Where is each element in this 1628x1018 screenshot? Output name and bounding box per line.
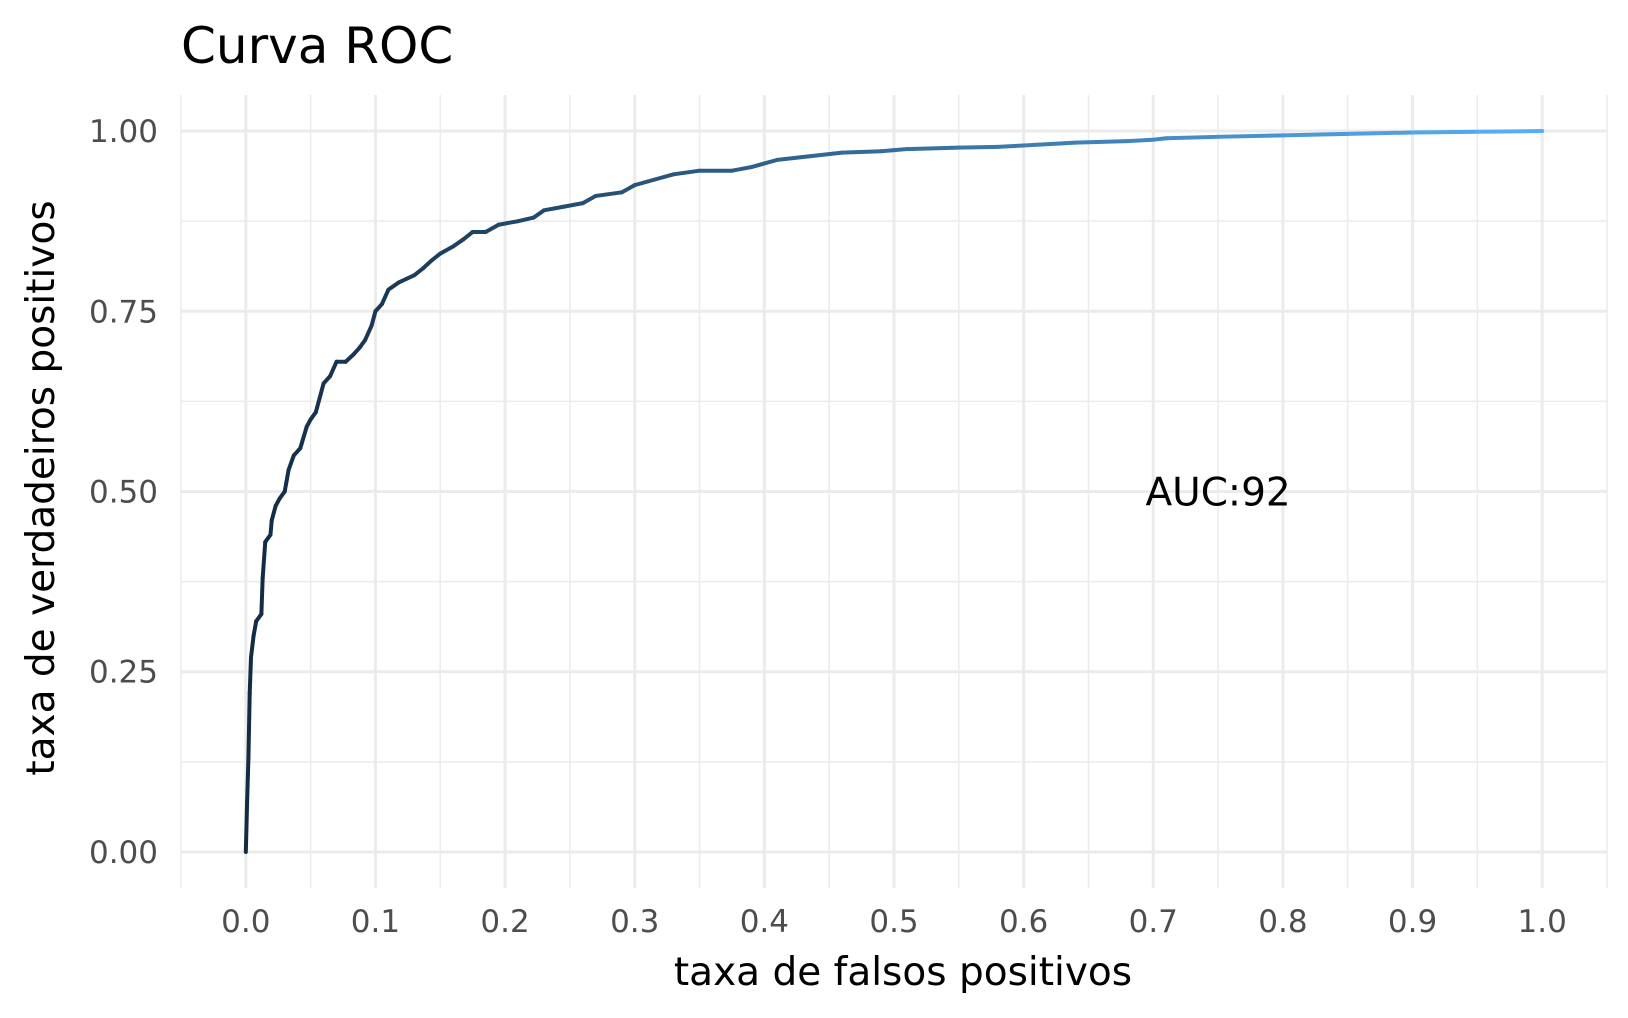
roc-curve-segment [249,633,256,660]
roc-curve-segment [956,144,1000,150]
roc-curve-segment [496,219,521,227]
y-tick-label: 0.00 [89,835,158,871]
roc-curve-segment [1073,139,1130,145]
roc-curve-segment [561,201,585,209]
roc-curve-segment [282,467,291,494]
x-tick-label: 0.6 [999,904,1048,940]
auc-annotation: AUC:92 [1145,471,1290,516]
roc-curve-segment [632,179,650,188]
roc-curve-segment [260,539,268,581]
roc-curve-segment [251,619,259,638]
roc-curve-segment [269,503,278,523]
roc-curve-segment [1280,131,1350,138]
roc-curve-segment [1021,140,1078,148]
roc-curve-segment [286,453,296,472]
roc-curve-segment [243,799,250,854]
x-tick-label: 0.7 [1129,904,1178,940]
roc-curve-segment [379,287,391,307]
roc-curve-segment [593,190,624,198]
roc-curve-segment [369,309,378,328]
roc-curve-segment [396,273,417,285]
roc-curve-segment [729,165,754,173]
roc-curve-segment [246,691,252,761]
roc-curve-segment [840,149,884,155]
y-axis-title: taxa de verdadeiros positivos [19,200,64,775]
roc-curve-segment [247,655,254,696]
roc-curve-segment [580,193,598,206]
roc-curve-segment [531,208,546,220]
roc-curve [243,129,1545,854]
roc-curve-segment [363,323,374,343]
x-axis-title: taxa de falsos positivos [674,950,1132,995]
x-tick-label: 0.4 [740,904,789,940]
y-tick-label: 0.25 [89,655,158,691]
y-tick-label: 0.50 [89,475,158,511]
x-tick-label: 0.2 [480,904,529,940]
roc-curve-segment [1345,130,1415,136]
x-tick-label: 0.3 [610,904,659,940]
roc-curve-segment [1164,134,1221,141]
roc-curve-segment [879,147,909,154]
roc-curve-segment [259,576,265,617]
roc-curve-segment [904,145,961,152]
roc-curve-segment [328,359,339,379]
roc-curve-segment [775,154,812,162]
roc-curve-segment [298,424,309,451]
roc-curve-segment [1125,137,1156,144]
roc-curve-segment [245,756,251,804]
roc-curve-segment [313,395,322,415]
chart-title: Curva ROC [181,17,453,75]
x-tick-label: 1.0 [1518,904,1567,940]
x-axis-ticks: 0.0 0.1 0.2 0.3 0.4 0.5 0.6 0.7 0.8 0.9 1.0 [221,904,1567,940]
roc-curve-segment [749,161,767,170]
roc-curve-segment [541,204,566,213]
y-tick-label: 0.75 [89,294,158,330]
roc-curve-segment [619,183,637,195]
roc-curve-segment [807,150,845,159]
x-tick-label: 0.1 [351,904,400,940]
roc-curve-segment [995,143,1026,149]
roc-curve-segment [1475,129,1545,134]
roc-curve-segment [1216,133,1285,139]
roc-curve-segment [516,215,536,224]
roc-curve-segment [451,237,466,249]
roc-curve-segment [1410,129,1480,135]
y-axis-ticks: 0.00 0.25 0.50 0.75 1.00 [89,114,158,871]
roc-curve-segment [317,381,326,400]
x-tick-label: 0.8 [1258,904,1307,940]
roc-curve-segment [386,280,401,292]
roc-curve-segment [671,168,702,177]
roc-curve-segment [762,157,780,166]
x-tick-label: 0.5 [869,904,918,940]
x-tick-label: 0.9 [1388,904,1437,940]
roc-curve-segment [1151,136,1169,142]
roc-curve-segment [438,244,456,256]
y-tick-label: 1.00 [89,114,158,150]
roc-curve-segment [645,172,676,184]
major-gridlines [181,95,1607,888]
roc-curve-segment [483,222,501,234]
roc-curve-segment [268,518,274,537]
x-tick-label: 0.0 [221,904,270,940]
